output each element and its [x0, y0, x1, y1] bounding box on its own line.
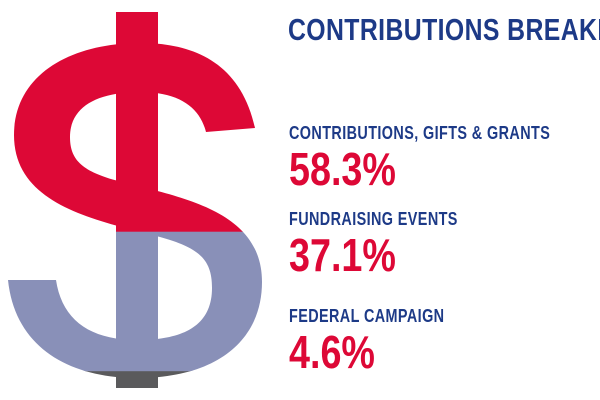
- fill-band-contributions-gifts-grants: [8, 12, 262, 232]
- dollar-sign-icon: [0, 0, 280, 400]
- fill-band-federal-campaign: [8, 370, 262, 388]
- legend-entry-contributions-gifts-grants: CONTRIBUTIONS, GIFTS & GRANTS 58.3%: [289, 122, 594, 194]
- legend-entry-fundraising-events: FUNDRAISING EVENTS 37.1%: [289, 208, 594, 280]
- value-label-fundraising-events: 37.1%: [289, 229, 396, 281]
- legend-entry-federal-campaign: FEDERAL CAMPAIGN 4.6%: [289, 305, 594, 377]
- category-label-contributions-gifts-grants: CONTRIBUTIONS, GIFTS & GRANTS: [289, 123, 551, 143]
- value-label-contributions-gifts-grants: 58.3%: [289, 143, 396, 195]
- fill-band-fundraising-events: [8, 231, 262, 372]
- category-label-fundraising-events: FUNDRAISING EVENTS: [289, 209, 458, 229]
- value-label-federal-campaign: 4.6%: [289, 326, 375, 378]
- category-label-federal-campaign: FEDERAL CAMPAIGN: [289, 306, 445, 326]
- chart-title: CONTRIBUTIONS BREAKDOWN: [288, 12, 600, 47]
